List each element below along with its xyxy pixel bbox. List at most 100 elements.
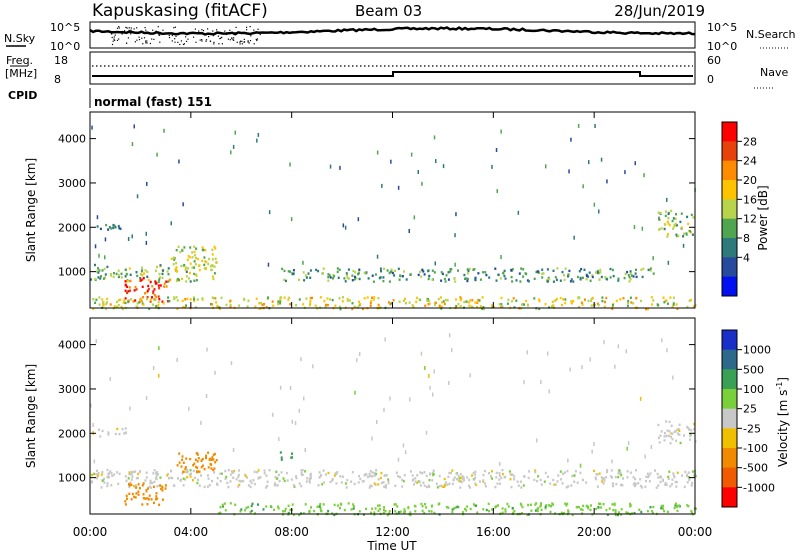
range-gate-cell — [665, 210, 667, 213]
range-gate-cell — [690, 298, 692, 302]
nsearch-point — [128, 29, 130, 31]
range-gate-cell — [185, 280, 188, 283]
range-gate-cell — [346, 297, 349, 301]
range-gate-cell — [339, 502, 342, 505]
range-gate-cell — [107, 472, 110, 476]
nsearch-point — [159, 34, 161, 36]
power-colorbar-label: Power [dB] — [756, 185, 770, 250]
range-gate-cell — [498, 478, 501, 481]
range-gate-cell — [175, 262, 178, 265]
range-gate-cell — [491, 306, 494, 309]
range-gate-cell — [206, 347, 208, 352]
range-gate-cell — [100, 473, 103, 476]
velocity-colorbar-tick: -1000 — [743, 481, 775, 494]
range-gate-cell — [482, 508, 485, 511]
range-gate-cell — [409, 470, 412, 473]
range-gate-cell — [238, 469, 241, 472]
nsearch-point — [179, 43, 181, 46]
range-gate-cell — [339, 475, 342, 478]
range-gate-cell — [603, 305, 606, 308]
range-gate-cell — [673, 223, 676, 227]
range-gate-cell — [139, 300, 141, 304]
range-gate-cell — [184, 298, 187, 301]
range-gate-cell — [92, 297, 95, 301]
range-gate-cell — [133, 124, 135, 129]
range-gate-cell — [227, 485, 230, 489]
range-gate-cell — [405, 302, 407, 305]
range-gate-cell — [128, 286, 131, 289]
nsearch-point — [116, 39, 119, 41]
range-gate-cell — [213, 265, 216, 268]
range-gate-cell — [657, 484, 660, 487]
nsearch-point — [145, 29, 147, 31]
range-gate-cell — [348, 299, 351, 302]
range-gate-cell — [593, 442, 595, 446]
range-gate-cell — [213, 467, 216, 470]
range-gate-cell — [599, 502, 602, 506]
range-gate-cell — [634, 161, 636, 166]
range-gate-cell — [92, 423, 94, 427]
range-gate-cell — [590, 504, 592, 507]
nsearch-point — [201, 39, 203, 41]
range-gate-cell — [286, 479, 289, 482]
range-gate-cell — [672, 302, 675, 305]
range-gate-cell — [279, 385, 282, 390]
range-gate-cell — [613, 503, 616, 507]
range-gate-cell — [399, 274, 402, 277]
range-gate-cell — [438, 485, 441, 488]
range-gate-cell — [185, 275, 188, 278]
range-gate-cell — [298, 482, 301, 485]
range-gate-cell — [570, 484, 573, 487]
range-gate-cell — [649, 506, 652, 509]
range-gate-cell — [179, 478, 182, 481]
range-gate-cell — [126, 280, 129, 283]
range-gate-cell — [554, 276, 557, 279]
range-gate-cell — [292, 272, 295, 275]
nsearch-trace — [111, 26, 261, 46]
range-gate-cell — [491, 164, 493, 169]
range-gate-cell — [142, 482, 145, 485]
range-gate-cell — [192, 296, 195, 299]
range-gate-cell — [250, 504, 253, 508]
velocity-colorbar-tick: 1000 — [743, 344, 771, 357]
range-gate-cell — [431, 278, 434, 281]
range-gate-cell — [160, 487, 163, 491]
range-gate-cell — [666, 302, 669, 305]
range-gate-cell — [591, 275, 594, 279]
range-gate-cell — [129, 481, 132, 484]
range-gate-cell — [98, 296, 101, 299]
power-colorbar-swatch — [722, 141, 737, 162]
range-gate-cell — [161, 300, 164, 303]
range-gate-cell — [395, 471, 398, 474]
range-gate-cell — [596, 270, 599, 273]
range-gate-cell — [508, 470, 511, 473]
range-gate-cell — [667, 477, 670, 480]
range-gate-cell — [597, 303, 600, 307]
range-gate-cell — [229, 480, 232, 483]
range-gate-cell — [176, 307, 179, 310]
range-gate-cell — [269, 505, 272, 508]
range-gate-cell — [488, 276, 491, 279]
range-gate-cell — [260, 301, 263, 305]
range-gate-cell — [421, 505, 424, 508]
range-gate-cell — [210, 303, 212, 306]
range-gate-cell — [373, 482, 376, 485]
range-gate-cell — [428, 274, 431, 278]
range-gate-cell — [387, 481, 390, 485]
nsearch-point — [255, 38, 257, 40]
range-gate-cell — [181, 249, 184, 252]
nsearch-label: N.Search — [746, 28, 796, 41]
range-gate-cell — [455, 472, 458, 475]
range-gate-cell — [540, 508, 543, 512]
range-gate-cell — [193, 260, 196, 263]
range-gate-cell — [506, 502, 509, 506]
range-gate-cell — [548, 504, 551, 507]
range-gate-cell — [229, 305, 232, 309]
range-gate-cell — [344, 482, 347, 485]
range-gate-cell — [185, 270, 188, 273]
range-gate-cell — [488, 509, 490, 513]
range-gate-cell — [215, 261, 218, 264]
range-gate-cell — [298, 513, 301, 517]
range-gate-cell — [390, 270, 393, 273]
